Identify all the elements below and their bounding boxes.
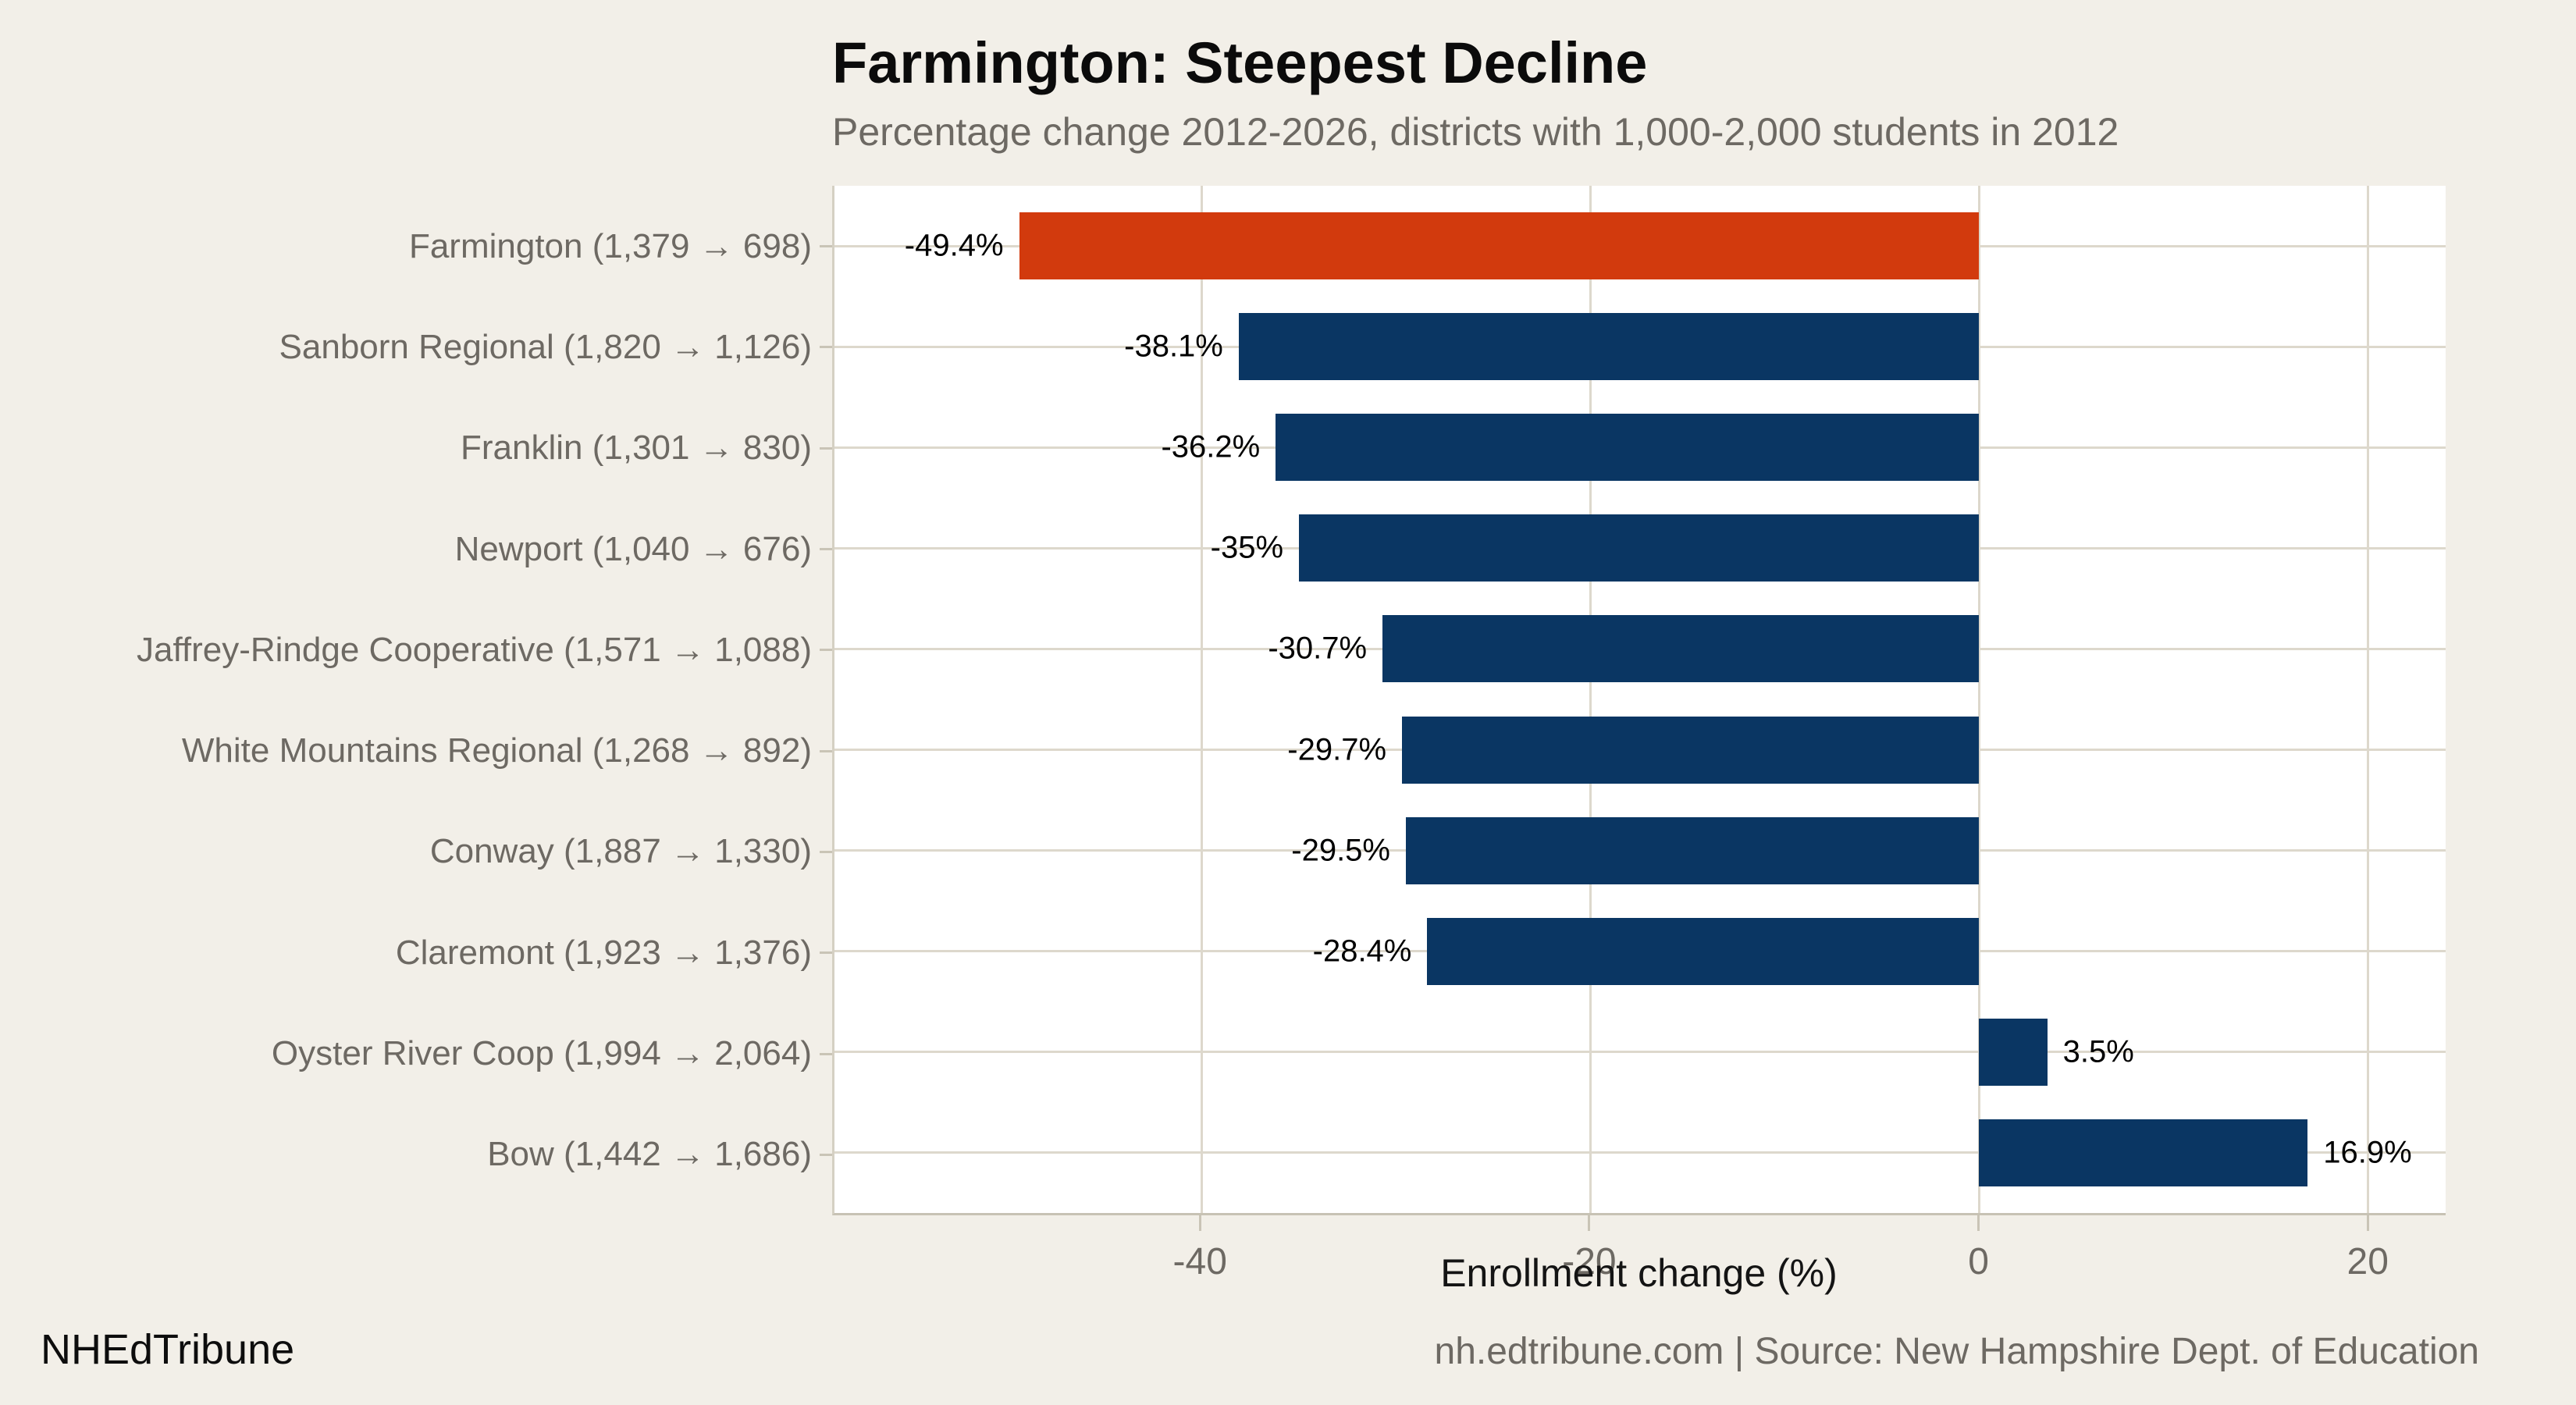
bar xyxy=(1382,615,1980,683)
y-tick-mark xyxy=(820,1052,832,1055)
bar-value-label: -28.4% xyxy=(1312,934,1412,969)
vertical-gridline xyxy=(1977,186,1980,1213)
x-tick-mark xyxy=(1198,1215,1201,1231)
bar xyxy=(1276,414,1980,482)
category-label: Jaffrey-Rindge Cooperative (1,571 → 1,08… xyxy=(136,630,812,669)
x-tick-mark xyxy=(2366,1215,2369,1231)
x-tick-label: -40 xyxy=(1172,1241,1227,1282)
horizontal-gridline xyxy=(834,1151,2446,1154)
bar xyxy=(1979,1119,2308,1186)
plot-panel: -49.4% -38.1% -36.2% -35% -30.7% -29.7% -29.5%… xyxy=(832,186,2446,1215)
x-axis-title: Enrollment change (%) xyxy=(1440,1251,1838,1295)
x-tick-mark xyxy=(1977,1215,1980,1231)
vertical-gridline xyxy=(1589,186,1592,1213)
source-attribution: nh.edtribune.com | Source: New Hampshire… xyxy=(1434,1331,2480,1372)
x-tick-label: 0 xyxy=(1968,1241,1989,1282)
category-label: Farmington (1,379 → 698) xyxy=(408,226,812,265)
vertical-gridline xyxy=(1201,186,1204,1213)
category-label: Bow (1,442 → 1,686) xyxy=(487,1135,812,1174)
bar-value-label: -29.5% xyxy=(1291,833,1390,868)
y-tick-mark xyxy=(820,749,832,752)
horizontal-gridline xyxy=(834,1051,2446,1054)
bar-value-label: 16.9% xyxy=(2323,1135,2412,1170)
bar xyxy=(1402,716,1980,784)
bar-value-label: -29.7% xyxy=(1287,732,1387,767)
y-tick-mark xyxy=(820,346,832,349)
x-tick-label: -20 xyxy=(1562,1241,1617,1282)
x-axis: -40 -20 0 20 xyxy=(832,1215,2446,1317)
category-label: Franklin (1,301 → 830) xyxy=(461,429,812,468)
y-tick-mark xyxy=(820,548,832,551)
bar-value-label: -36.2% xyxy=(1161,429,1261,464)
y-tick-mark xyxy=(820,446,832,450)
category-label: Claremont (1,923 → 1,376) xyxy=(395,933,812,972)
bar-value-label: -49.4% xyxy=(904,228,1004,263)
bar-value-label: -30.7% xyxy=(1268,631,1368,666)
chart-subtitle: Percentage change 2012-2026, districts w… xyxy=(832,110,2119,154)
bar xyxy=(1427,917,1980,985)
bar xyxy=(1405,816,1980,884)
bar-value-label: -38.1% xyxy=(1124,329,1223,364)
x-tick-mark xyxy=(1588,1215,1591,1231)
bar xyxy=(1238,313,1980,381)
y-tick-mark xyxy=(820,245,832,248)
brand-logo-text: NHEdTribune xyxy=(41,1326,295,1373)
category-label: White Mountains Regional (1,268 → 892) xyxy=(181,731,812,770)
category-label: Sanborn Regional (1,820 → 1,126) xyxy=(279,327,812,366)
category-label: Conway (1,887 → 1,330) xyxy=(429,832,812,871)
y-tick-mark xyxy=(820,850,832,853)
bar xyxy=(1019,212,1980,280)
vertical-gridline xyxy=(2366,186,2369,1213)
bar xyxy=(1979,1018,2048,1086)
category-label: Newport (1,040 → 676) xyxy=(454,529,812,568)
category-label: Oyster River Coop (1,994 → 2,064) xyxy=(271,1034,812,1073)
y-tick-mark xyxy=(820,1153,832,1156)
x-tick-label: 20 xyxy=(2347,1241,2389,1282)
bar-value-label: -35% xyxy=(1210,530,1284,565)
y-tick-mark xyxy=(820,649,832,652)
bar xyxy=(1299,514,1980,582)
chart-title: Farmington: Steepest Decline xyxy=(832,30,1648,95)
y-tick-mark xyxy=(820,951,832,955)
bar-value-label: 3.5% xyxy=(2062,1034,2134,1069)
y-axis-labels: Farmington (1,379 → 698) Sanborn Regional… xyxy=(0,186,832,1215)
